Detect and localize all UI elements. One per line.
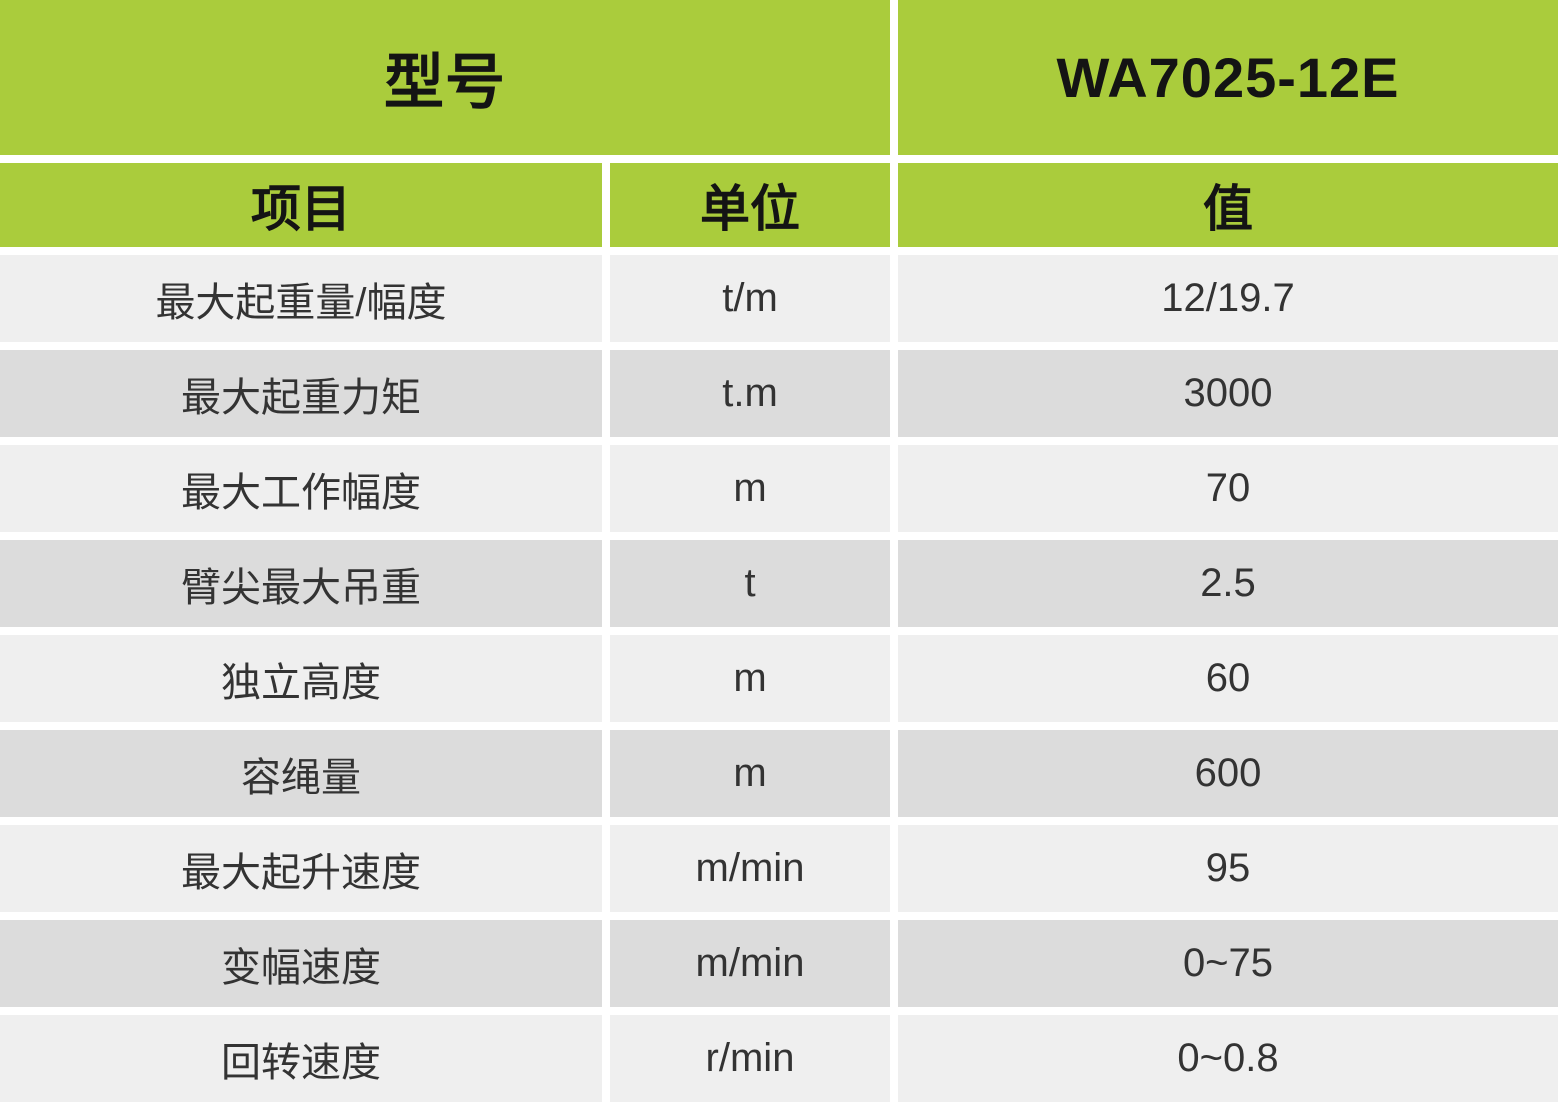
- spec-value: 70: [898, 445, 1558, 532]
- column-header-item: 项目: [0, 163, 602, 247]
- spec-unit: r/min: [610, 1015, 890, 1102]
- spec-unit: m: [610, 445, 890, 532]
- table-row: 回转速度 r/min 0~0.8: [0, 1015, 1558, 1102]
- column-header-unit: 单位: [610, 163, 890, 247]
- spec-item-label: 最大工作幅度: [0, 445, 602, 532]
- spec-unit: m: [610, 635, 890, 722]
- spec-item-label: 容绳量: [0, 730, 602, 817]
- spec-value: 0~75: [898, 920, 1558, 1007]
- spec-value: 0~0.8: [898, 1015, 1558, 1102]
- table-row: 独立高度 m 60: [0, 635, 1558, 722]
- spec-item-label: 回转速度: [0, 1015, 602, 1102]
- spec-item-label: 臂尖最大吊重: [0, 540, 602, 627]
- spec-unit: t/m: [610, 255, 890, 342]
- spec-unit: t.m: [610, 350, 890, 437]
- model-header-row: 型号 WA7025-12E: [0, 0, 1558, 155]
- spec-item-label: 最大起重量/幅度: [0, 255, 602, 342]
- spec-value: 600: [898, 730, 1558, 817]
- table-row: 最大起重力矩 t.m 3000: [0, 350, 1558, 437]
- spec-unit: m/min: [610, 825, 890, 912]
- spec-value: 95: [898, 825, 1558, 912]
- spec-item-label: 独立高度: [0, 635, 602, 722]
- spec-item-label: 最大起重力矩: [0, 350, 602, 437]
- table-row: 最大起升速度 m/min 95: [0, 825, 1558, 912]
- column-header-row: 项目 单位 值: [0, 163, 1558, 247]
- table-row: 臂尖最大吊重 t 2.5: [0, 540, 1558, 627]
- model-label-cell: 型号: [0, 0, 890, 155]
- spec-value: 3000: [898, 350, 1558, 437]
- spec-value: 2.5: [898, 540, 1558, 627]
- table-row: 容绳量 m 600: [0, 730, 1558, 817]
- spec-value: 60: [898, 635, 1558, 722]
- spec-item-label: 变幅速度: [0, 920, 602, 1007]
- spec-unit: m/min: [610, 920, 890, 1007]
- spec-unit: m: [610, 730, 890, 817]
- spec-item-label: 最大起升速度: [0, 825, 602, 912]
- table-row: 变幅速度 m/min 0~75: [0, 920, 1558, 1007]
- model-value-cell: WA7025-12E: [898, 0, 1558, 155]
- spec-unit: t: [610, 540, 890, 627]
- table-row: 最大起重量/幅度 t/m 12/19.7: [0, 255, 1558, 342]
- spec-value: 12/19.7: [898, 255, 1558, 342]
- column-header-value: 值: [898, 163, 1558, 247]
- table-row: 最大工作幅度 m 70: [0, 445, 1558, 532]
